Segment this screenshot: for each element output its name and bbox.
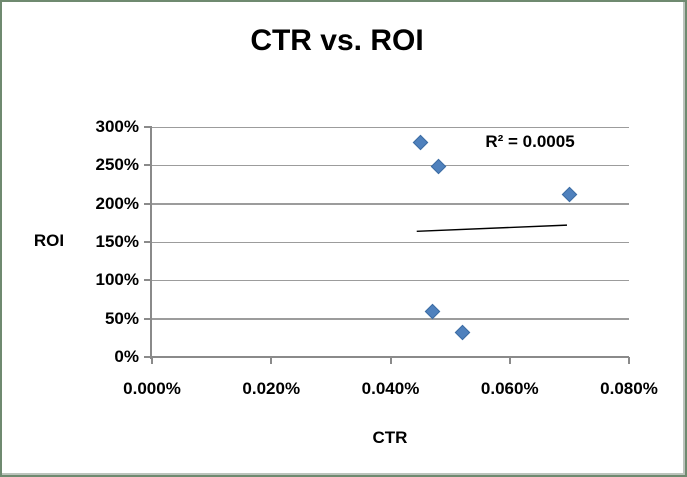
- x-axis-title: CTR: [372, 428, 408, 447]
- x-tick-label: 0.060%: [480, 379, 539, 398]
- y-tick-label: 100%: [95, 270, 139, 290]
- y-tick-label: 0%: [114, 347, 139, 366]
- x-tick-label: 0.020%: [242, 379, 301, 398]
- x-tick-mark: [270, 357, 273, 364]
- x-tick-mark: [389, 357, 392, 364]
- y-tick-label: 250%: [95, 155, 139, 175]
- y-tick-mark: [144, 279, 152, 282]
- x-tick-label: 0.040%: [361, 379, 420, 398]
- y-gridline: [152, 318, 629, 320]
- y-gridline: [152, 126, 629, 128]
- y-tick-mark: [144, 164, 152, 167]
- chart-title: CTR vs. ROI: [250, 24, 424, 57]
- x-tick-mark: [508, 357, 511, 364]
- y-tick-mark: [144, 126, 152, 128]
- x-tick-label: 0.080%: [600, 379, 658, 398]
- r-squared-annotation: R² = 0.0005: [485, 132, 575, 151]
- y-gridline: [152, 203, 629, 205]
- y-axis-title: ROI: [33, 231, 65, 250]
- y-gridline: [152, 279, 629, 282]
- trendline-segment: [416, 224, 568, 232]
- x-tick-label: 0.000%: [123, 379, 181, 398]
- y-tick-mark: [144, 317, 152, 320]
- y-axis-line: [150, 127, 152, 359]
- y-tick-mark: [144, 241, 152, 243]
- trendline: [416, 224, 568, 232]
- y-gridline: [152, 164, 629, 167]
- x-tick-mark: [628, 357, 630, 364]
- y-tick-label: 150%: [95, 232, 139, 251]
- x-tick-mark: [151, 357, 153, 364]
- y-gridline: [152, 241, 629, 243]
- y-tick-label: 50%: [104, 308, 139, 328]
- y-tick-mark: [144, 202, 152, 205]
- y-tick-label: 300%: [95, 117, 139, 136]
- y-tick-label: 200%: [95, 193, 139, 213]
- y-tick-mark: [144, 356, 152, 358]
